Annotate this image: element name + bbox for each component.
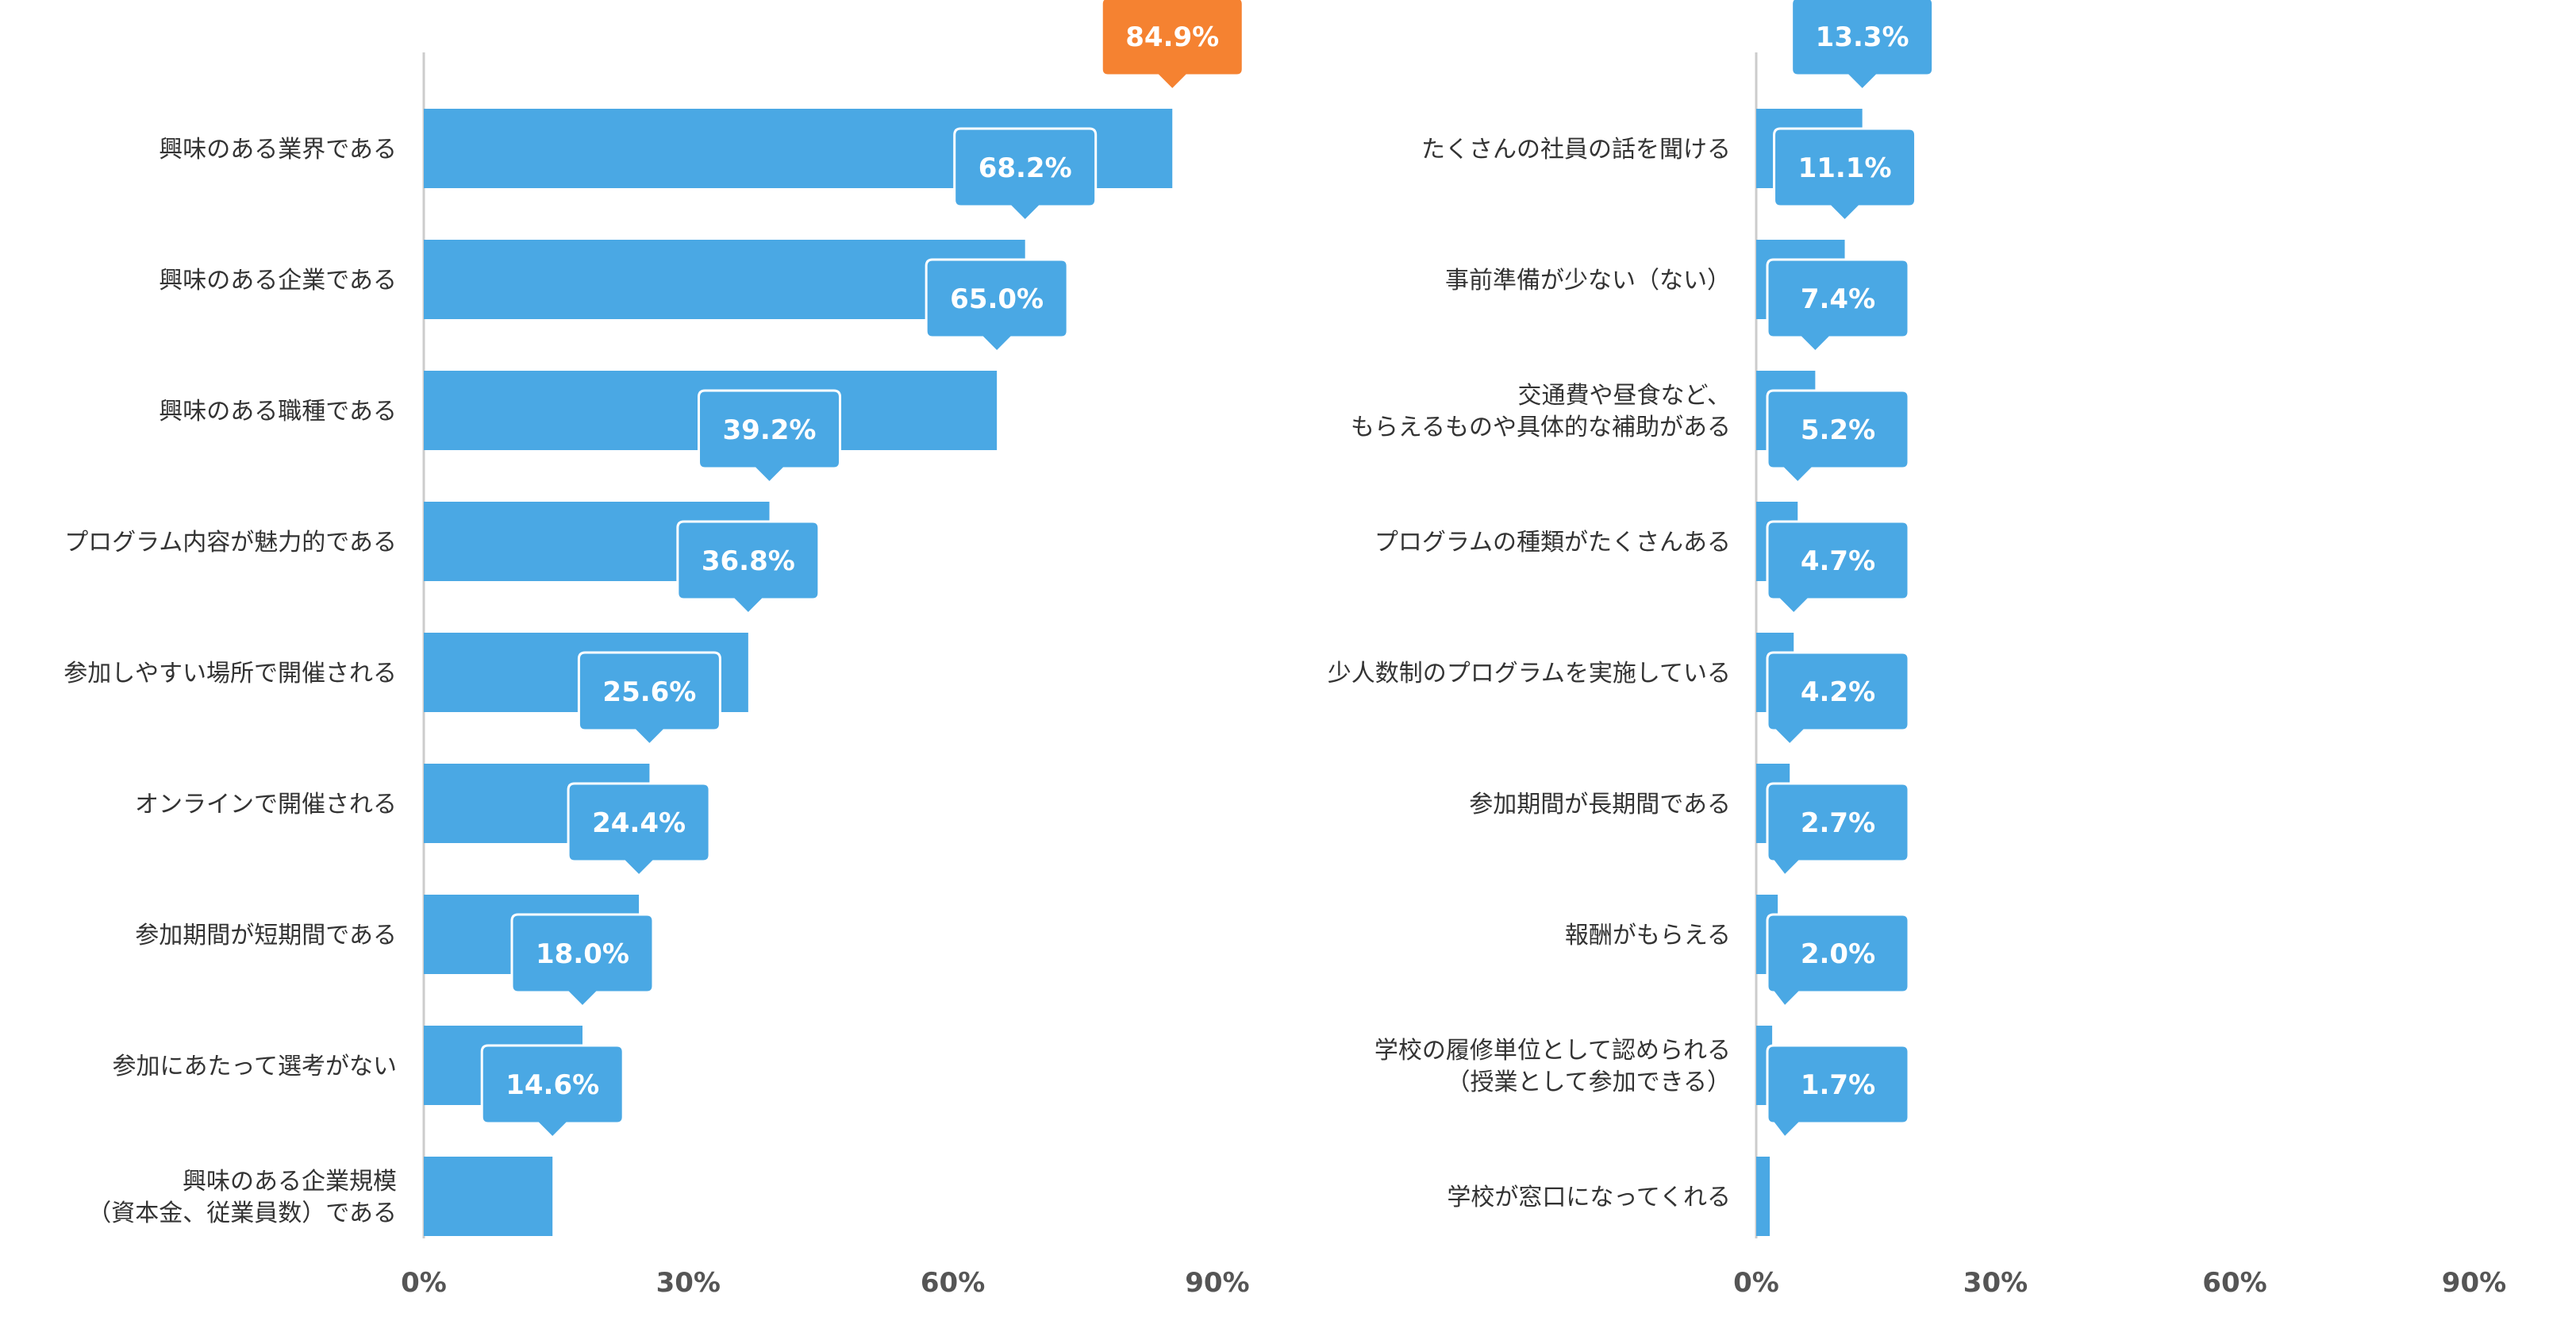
category-label: プログラムの種類がたくさんある: [1375, 529, 1731, 556]
x-tick-label: 60%: [2202, 1267, 2266, 1299]
category-label: 参加しやすい場所で開催される: [63, 660, 397, 687]
category-label: オンラインで開催される: [135, 791, 397, 818]
value-label-box: [577, 651, 721, 747]
value-label-text: 13.3%: [1816, 21, 1909, 53]
value-label-box: [1790, 0, 1935, 92]
value-label-box: [1766, 389, 1910, 485]
category-label: たくさんの社員の話を聞ける: [1421, 136, 1731, 164]
category-label: 興味のある企業である: [159, 267, 397, 295]
value-label-box: [567, 782, 711, 878]
x-tick-label: 30%: [1963, 1267, 2028, 1299]
value-label-text: 39.2%: [723, 414, 817, 446]
category-label: 興味のある業界である: [159, 136, 397, 164]
value-label-text: 14.6%: [506, 1069, 599, 1101]
category-label: 参加期間が短期間である: [135, 922, 397, 949]
category-label: プログラム内容が魅力的である: [64, 529, 397, 556]
chart-panel-1: 0% 30% 60% 90% 興味のある業界である 84.9% 興味のある企業である 68.2…: [63, 0, 1250, 1299]
category-label: 事前準備が少ない（ない）: [1445, 267, 1731, 295]
value-label: 18.0%: [510, 913, 655, 1009]
x-tick-label: 90%: [1185, 1267, 1249, 1299]
x-tick-label: 90%: [2442, 1267, 2506, 1299]
value-label-box: [698, 389, 842, 485]
value-label-box: [1766, 782, 1910, 878]
value-label: 68.2%: [953, 127, 1098, 223]
value-label-text: 65.0%: [950, 283, 1044, 315]
value-label-text: 24.4%: [592, 807, 686, 839]
value-label-text: 4.2%: [1801, 676, 1875, 708]
bar: [1756, 1157, 1771, 1236]
category-label: 交通費や昼食など、もらえるものや具体的な補助がある: [1351, 382, 1731, 441]
value-label-text: 68.2%: [978, 152, 1072, 184]
value-label-box: [510, 913, 655, 1009]
category-label: 興味のある企業規模（資本金、従業員数）である: [87, 1168, 397, 1227]
value-label: 24.4%: [567, 782, 711, 878]
bar: [424, 240, 1025, 319]
value-label-text: 11.1%: [1798, 152, 1892, 184]
value-label: 2.0%: [1766, 913, 1910, 1009]
value-label: 4.2%: [1766, 651, 1910, 747]
category-label: 学校が窓口になってくれる: [1447, 1184, 1731, 1211]
category-label: 参加にあたって選考がない: [113, 1053, 398, 1080]
category-label: 参加期間が長期間である: [1469, 791, 1731, 818]
value-label: 5.2%: [1766, 389, 1910, 485]
value-label: 7.4%: [1766, 258, 1910, 354]
value-label: 84.9%: [1100, 0, 1244, 92]
value-label-text: 2.0%: [1801, 938, 1875, 970]
value-label: 1.7%: [1766, 1044, 1910, 1140]
value-label: 39.2%: [698, 389, 842, 485]
value-label-box: [480, 1044, 625, 1140]
value-label-box: [1766, 651, 1910, 747]
value-label-text: 25.6%: [602, 676, 696, 708]
value-label-box: [1100, 0, 1244, 92]
value-label: 25.6%: [577, 651, 721, 747]
value-label-text: 2.7%: [1801, 807, 1875, 839]
value-label-box: [953, 127, 1098, 223]
value-label: 11.1%: [1773, 127, 1917, 223]
value-label-text: 84.9%: [1125, 21, 1219, 53]
value-label: 13.3%: [1790, 0, 1935, 92]
value-label-box: [1773, 127, 1917, 223]
value-label: 14.6%: [480, 1044, 625, 1140]
value-label-text: 1.7%: [1801, 1069, 1875, 1101]
category-label: 少人数制のプログラムを実施している: [1328, 660, 1731, 687]
value-label: 65.0%: [925, 258, 1069, 354]
value-label-box: [1766, 258, 1910, 354]
value-label-box: [1766, 1044, 1910, 1140]
chart-panel-2: 0% 30% 60% 90% たくさんの社員の話を聞ける 13.3% 事前準備が少ない（ない…: [1328, 0, 2506, 1299]
value-label: 4.7%: [1766, 520, 1910, 616]
value-label-box: [676, 520, 821, 616]
value-label-text: 7.4%: [1801, 283, 1875, 315]
value-label-box: [925, 258, 1069, 354]
value-label-text: 5.2%: [1801, 414, 1875, 446]
category-label: 報酬がもらえる: [1565, 922, 1731, 949]
value-label-text: 4.7%: [1801, 545, 1875, 577]
category-label: 興味のある職種である: [159, 398, 397, 426]
x-tick-label: 0%: [1733, 1267, 1779, 1299]
category-label: 学校の履修単位として認められる（授業として参加できる）: [1375, 1037, 1731, 1096]
value-label-text: 36.8%: [702, 545, 795, 577]
value-label-text: 18.0%: [536, 938, 629, 970]
value-label-box: [1766, 913, 1910, 1009]
x-tick-label: 60%: [921, 1267, 985, 1299]
value-label: 2.7%: [1766, 782, 1910, 878]
value-label: 36.8%: [676, 520, 821, 616]
x-tick-label: 30%: [656, 1267, 721, 1299]
value-label-box: [1766, 520, 1910, 616]
bar: [424, 1157, 553, 1236]
x-tick-label: 0%: [401, 1267, 447, 1299]
